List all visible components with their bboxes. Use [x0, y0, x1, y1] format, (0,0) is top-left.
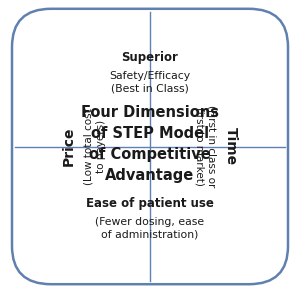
Text: (First in class or
first to market): (First in class or first to market)	[194, 105, 217, 188]
Text: Superior: Superior	[122, 51, 178, 64]
Text: Price: Price	[62, 127, 76, 166]
Text: (Low total cost
to payers): (Low total cost to payers)	[83, 108, 106, 185]
Text: Four Dimensions
of STEP Model
of Competitive
Advantage: Four Dimensions of STEP Model of Competi…	[81, 105, 219, 183]
Text: (Fewer dosing, ease
of administration): (Fewer dosing, ease of administration)	[95, 217, 205, 240]
FancyBboxPatch shape	[12, 9, 288, 284]
Text: Safety/Efficacy
(Best in Class): Safety/Efficacy (Best in Class)	[110, 71, 190, 93]
Text: Ease of patient use: Ease of patient use	[86, 197, 214, 210]
Text: Time: Time	[224, 127, 238, 166]
